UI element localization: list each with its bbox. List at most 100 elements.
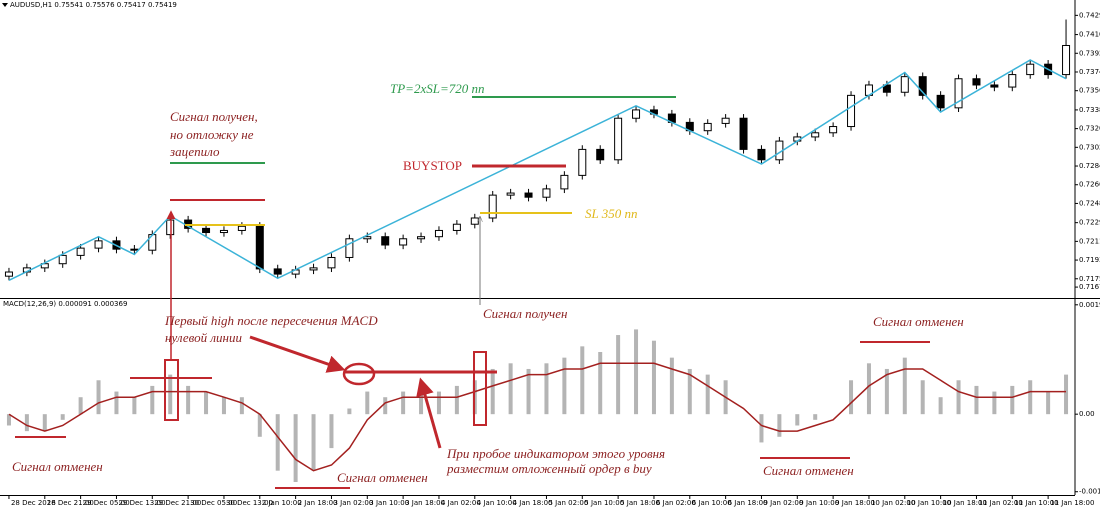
zigzag-line <box>8 59 1067 281</box>
histogram-bar <box>866 363 871 415</box>
histogram-bar <box>992 391 997 415</box>
y-tick-label: 0.72840 <box>1079 162 1100 170</box>
indicator-header: MACD(12,26,9) 0.000091 0.000369 <box>3 300 127 308</box>
histogram-bar <box>24 414 29 432</box>
candle-body <box>524 192 533 198</box>
candle-body <box>327 256 336 269</box>
x-tick-label: 30 Dec 13:00 <box>226 499 273 507</box>
candle-body <box>972 78 981 86</box>
histogram-bar <box>580 346 585 415</box>
histogram-bar <box>1046 391 1051 415</box>
histogram-bar <box>347 408 352 415</box>
histogram-bar <box>329 414 334 449</box>
header-icon <box>2 3 8 7</box>
candle-body <box>578 148 587 176</box>
annotation: Сигнал отменен <box>12 459 103 474</box>
x-tick-label: 11 Jan 10:00 <box>1014 499 1058 507</box>
annotation: SL 350 пп <box>585 206 638 221</box>
x-tick-label: 28 Dec 2016 <box>11 499 56 507</box>
histogram-bar <box>6 414 11 426</box>
candle-body <box>58 254 67 265</box>
histogram-bar <box>956 380 961 415</box>
candle-body <box>506 192 515 196</box>
histogram-bar <box>275 414 280 471</box>
highlight-box <box>473 351 487 426</box>
candle-body <box>434 229 443 238</box>
candle-body <box>255 225 264 270</box>
candle-body <box>345 238 354 258</box>
signal-line <box>8 362 1066 472</box>
candle-body <box>470 217 479 225</box>
candle-body <box>130 248 139 251</box>
x-tick-label: 10 Jan 10:00 <box>907 499 951 507</box>
y-tick-label: 0.71755 <box>1079 275 1100 283</box>
histogram-bar <box>1028 380 1033 415</box>
x-tick-label: 29 Dec 05:00 <box>83 499 130 507</box>
candle-body <box>40 263 49 269</box>
histogram-bar <box>490 368 495 415</box>
histogram-bar <box>150 385 155 415</box>
annotation: Сигнал отменен <box>873 314 964 329</box>
histogram-bar <box>669 357 674 415</box>
x-tick-label: 6 Jan 10:00 <box>692 499 732 507</box>
x-tick-label: 29 Dec 13:00 <box>118 499 165 507</box>
candle-body <box>1062 44 1071 76</box>
histogram-bar <box>186 385 191 415</box>
histogram-bar <box>598 352 603 415</box>
y-tick-label: 0.73200 <box>1079 125 1100 133</box>
x-tick-label: 3 Jan 18:00 <box>405 499 445 507</box>
histogram-bar <box>705 374 710 415</box>
y-tick-label: 0.73020 <box>1079 143 1100 151</box>
y-tick-label: -0.001372 <box>1079 488 1100 496</box>
x-tick-label: 9 Jan 02:00 <box>763 499 803 507</box>
annotation: но отложку не <box>170 127 254 142</box>
y-tick-label: 0.00 <box>1079 410 1095 418</box>
annotation: При пробое индикатором этого уровня <box>446 446 665 461</box>
highlight-ellipse <box>342 362 376 386</box>
candle-body <box>560 174 569 190</box>
histogram-bar <box>562 357 567 415</box>
histogram-bar <box>616 335 621 415</box>
histogram-bar <box>96 380 101 415</box>
x-tick-label: 5 Jan 18:00 <box>620 499 660 507</box>
candle-body <box>721 117 730 124</box>
arrow <box>416 377 442 449</box>
candle-body <box>4 271 13 277</box>
candle-body <box>900 76 909 93</box>
histogram-bar <box>634 329 639 415</box>
candle-body <box>381 236 390 246</box>
x-tick-label: 10 Jan 18:00 <box>943 499 987 507</box>
y-tick-label: 0.71935 <box>1079 256 1100 264</box>
annotation-shapes <box>15 96 930 489</box>
candle-body <box>94 240 103 249</box>
candle-body <box>990 84 999 88</box>
x-tick-label: 4 Jan 10:00 <box>477 499 517 507</box>
histogram-bar <box>687 368 692 415</box>
x-tick-label: 6 Jan 02:00 <box>656 499 696 507</box>
histogram-bar <box>902 357 907 415</box>
annotation: BUYSTOP <box>403 158 462 173</box>
candle-body <box>219 229 228 234</box>
histogram-bar <box>42 414 47 432</box>
histogram-bar <box>974 385 979 415</box>
histogram-bar <box>204 391 209 415</box>
histogram-bar <box>419 391 424 415</box>
y-tick-label: 0.72660 <box>1079 181 1100 189</box>
plot-area: 0.74290 0.74105 0.73925 0.73745 0.73565 0.733… <box>4 11 1100 507</box>
annotation: Сигнал отменен <box>763 463 854 478</box>
candle-body <box>76 247 85 256</box>
candle-body <box>417 236 426 240</box>
annotation: Сигнал получен, <box>170 109 258 124</box>
candle-body <box>542 188 551 198</box>
annotation: зацепило <box>169 144 220 159</box>
candle-body <box>399 238 408 246</box>
x-tick-label: 5 Jan 10:00 <box>584 499 624 507</box>
histogram-bar <box>383 397 388 415</box>
histogram-bar <box>78 397 83 415</box>
histogram-bar <box>849 380 854 415</box>
y-tick-label: 0.73925 <box>1079 49 1100 57</box>
histogram-bar <box>777 414 782 437</box>
x-tick-label: 9 Jan 18:00 <box>835 499 875 507</box>
histogram-bar <box>526 368 531 415</box>
